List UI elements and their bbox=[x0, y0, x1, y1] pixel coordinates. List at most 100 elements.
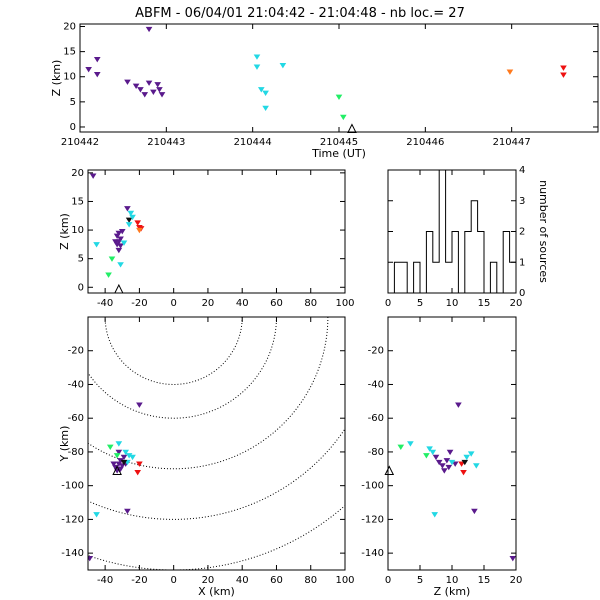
plot-frame bbox=[87, 316, 346, 571]
y-tick-label: 5 bbox=[78, 254, 84, 265]
x-tick-label: 40 bbox=[236, 298, 249, 309]
y-tick-label: 20 bbox=[71, 168, 84, 179]
range-contour bbox=[88, 317, 277, 419]
source-point bbox=[156, 87, 163, 93]
source-point bbox=[448, 459, 456, 466]
panel-time-z: 210442 210443 210444 210445 210446 210447 0 5 10… bbox=[50, 22, 599, 160]
y-tick-label: 4 bbox=[519, 165, 525, 176]
source-point bbox=[129, 454, 136, 461]
source-point bbox=[506, 69, 514, 75]
source-point bbox=[110, 461, 118, 467]
source-point bbox=[115, 239, 123, 245]
source-point bbox=[439, 463, 446, 469]
source-point bbox=[113, 233, 121, 239]
y-tick-label: 15 bbox=[71, 196, 84, 207]
x-tick-label: 100 bbox=[335, 298, 354, 309]
source-points bbox=[88, 402, 143, 562]
source-point bbox=[136, 461, 143, 467]
y-tick-label: -100 bbox=[361, 481, 384, 492]
y-tick-label: 0 bbox=[70, 122, 76, 133]
x-axis-label: Time (UT) bbox=[311, 147, 366, 160]
y-tick-label: -80 bbox=[68, 447, 84, 458]
x-tick-label: 15 bbox=[478, 575, 491, 586]
source-point bbox=[407, 441, 414, 447]
source-point bbox=[89, 173, 97, 179]
y-tick-label: -60 bbox=[368, 413, 384, 424]
range-contour bbox=[88, 317, 329, 470]
source-point bbox=[85, 67, 92, 73]
source-point bbox=[145, 26, 153, 33]
source-point bbox=[397, 444, 405, 451]
x-tick-label: -40 bbox=[97, 575, 113, 586]
source-point bbox=[124, 206, 131, 212]
y-tick-label: 2 bbox=[519, 227, 525, 238]
y-tick-label: 0 bbox=[78, 282, 84, 293]
source-point bbox=[509, 555, 516, 562]
source-point bbox=[443, 458, 451, 464]
y-axis-label: Z (km) bbox=[58, 213, 71, 250]
y-tick-label: -40 bbox=[68, 379, 84, 390]
x-tick-label: 40 bbox=[236, 575, 249, 586]
station-marker-icon bbox=[384, 465, 395, 475]
source-point bbox=[120, 240, 128, 246]
x-tick-label: 5 bbox=[417, 575, 423, 586]
y-tick-label: 5 bbox=[70, 97, 76, 108]
panels: 210442 210443 210444 210445 210446 2104470510… bbox=[50, 22, 599, 598]
y-axis-label: Z (km) bbox=[50, 60, 63, 97]
source-point bbox=[120, 459, 128, 466]
panel-z-y: 0 5 10 15 20 -20 -40 -60 -80 -100 -120 -140 Z (km) bbox=[361, 316, 523, 598]
source-point bbox=[115, 449, 123, 456]
source-point bbox=[154, 82, 162, 88]
source-point bbox=[129, 214, 136, 221]
source-point bbox=[253, 64, 261, 70]
source-point bbox=[445, 464, 453, 471]
source-point bbox=[431, 512, 439, 518]
x-tick-label: 20 bbox=[510, 575, 523, 586]
source-points bbox=[85, 26, 567, 121]
source-point bbox=[136, 402, 143, 408]
source-point bbox=[460, 469, 467, 476]
source-point bbox=[458, 461, 465, 467]
plot-frame bbox=[87, 169, 346, 294]
source-points bbox=[397, 402, 516, 562]
x-tick-label: -20 bbox=[131, 575, 147, 586]
y-tick-label: 15 bbox=[63, 47, 76, 58]
y-tick-label: -20 bbox=[68, 346, 84, 357]
source-point bbox=[141, 92, 149, 98]
x-tick-label: -20 bbox=[131, 298, 147, 309]
x-tick-label: 210446 bbox=[406, 137, 444, 148]
source-point bbox=[113, 453, 121, 459]
source-point bbox=[471, 508, 478, 515]
x-tick-label: 0 bbox=[170, 298, 176, 309]
source-point bbox=[339, 114, 347, 121]
source-point bbox=[125, 222, 133, 228]
source-point bbox=[145, 80, 153, 86]
y-tick-label: -40 bbox=[368, 379, 384, 390]
x-tick-label: 10 bbox=[446, 575, 459, 586]
y-tick-label: 3 bbox=[519, 196, 525, 207]
source-point bbox=[137, 87, 144, 93]
range-contours bbox=[88, 317, 345, 570]
y-tick-label: -120 bbox=[61, 514, 84, 525]
source-point bbox=[253, 54, 261, 60]
source-point bbox=[451, 461, 459, 467]
source-point bbox=[432, 454, 440, 461]
source-point bbox=[455, 402, 462, 408]
panel-x-y: -40 -20 0 20 40 60 80 100 -20 -40 -60 -80 -100 -120 -1… bbox=[58, 316, 355, 598]
y-tick-label: 10 bbox=[63, 72, 76, 83]
x-tick-label: 210442 bbox=[61, 137, 99, 148]
station-marker-icon bbox=[347, 123, 357, 133]
y-tick-label: -80 bbox=[368, 447, 384, 458]
y-tick-label: -60 bbox=[68, 413, 84, 424]
source-point bbox=[106, 444, 114, 451]
source-point bbox=[463, 454, 471, 461]
x-tick-label: 20 bbox=[510, 298, 523, 309]
y-tick-label: -140 bbox=[361, 548, 384, 559]
y-tick-label: -100 bbox=[61, 481, 84, 492]
source-point bbox=[257, 87, 265, 93]
source-point bbox=[158, 92, 166, 98]
source-point bbox=[262, 90, 269, 96]
x-tick-label: 5 bbox=[417, 298, 423, 309]
